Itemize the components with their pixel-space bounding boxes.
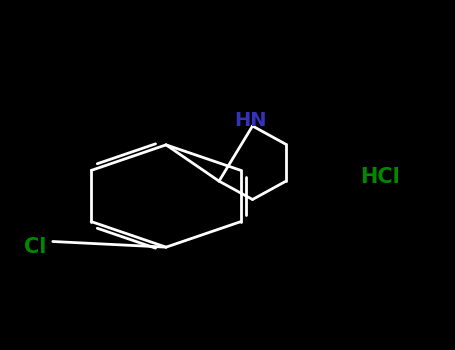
Text: HN: HN: [234, 111, 267, 130]
Text: Cl: Cl: [24, 237, 47, 257]
Text: HCl: HCl: [360, 167, 400, 187]
